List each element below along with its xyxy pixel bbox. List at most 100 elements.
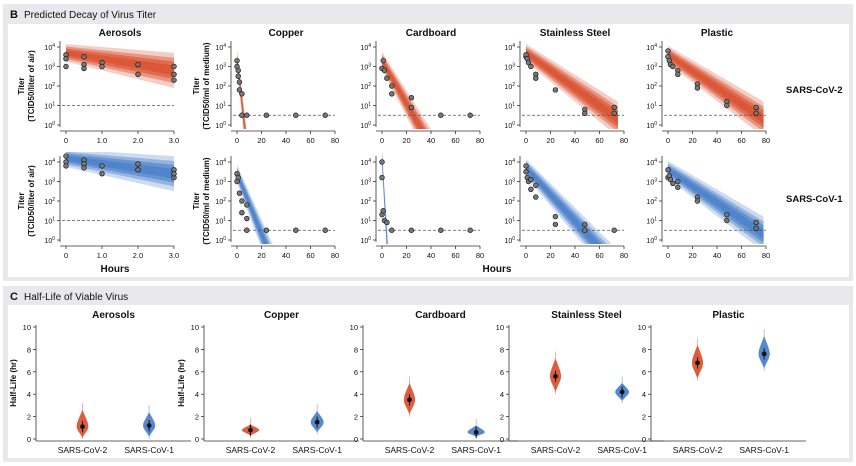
y-tick-exponent: 1 bbox=[512, 102, 515, 108]
y-axis-label: Titer bbox=[17, 77, 26, 94]
data-point bbox=[408, 104, 415, 111]
y-tick-label: 100 bbox=[44, 121, 55, 130]
data-point bbox=[81, 65, 87, 72]
panel-c-canvas bbox=[8, 305, 849, 458]
data-point bbox=[694, 198, 701, 204]
y-tick-label: 100 bbox=[360, 121, 371, 130]
y-tick-exponent: 1 bbox=[512, 217, 515, 223]
data-point bbox=[63, 153, 69, 159]
y-tick-exponent: 1 bbox=[223, 102, 226, 108]
y-tick-label: 102 bbox=[646, 197, 657, 206]
y-tick-label: 103 bbox=[360, 63, 371, 72]
y-tick-label: 103 bbox=[504, 178, 515, 187]
data-point bbox=[552, 213, 559, 220]
x-tick-label: 20 bbox=[546, 251, 554, 260]
y-tick-label: 4 bbox=[27, 390, 31, 399]
y-tick-label: 101 bbox=[360, 217, 371, 226]
x-tick-label: 80 bbox=[762, 136, 770, 145]
x-tick-label: 80 bbox=[620, 136, 628, 145]
y-tick-exponent: 2 bbox=[52, 82, 55, 88]
y-tick-exponent: 4 bbox=[223, 158, 226, 164]
y-tick-exponent: 2 bbox=[223, 82, 226, 88]
panel-b-title: Predicted Decay of Virus Titer bbox=[24, 10, 157, 21]
x-tick-label: 2.0 bbox=[133, 251, 143, 260]
y-tick-label: 10 bbox=[23, 323, 31, 332]
x-tick-label: 0 bbox=[380, 251, 384, 260]
y-tick-exponent: 3 bbox=[512, 178, 515, 184]
violin-title: Aerosols bbox=[92, 310, 135, 321]
y-tick-label: 10 bbox=[496, 323, 504, 332]
violin-median-point bbox=[695, 360, 700, 366]
y-tick-exponent: 2 bbox=[512, 197, 515, 203]
data-point bbox=[234, 57, 240, 64]
violin-title: Stainless Steel bbox=[551, 310, 622, 321]
x-tick-label: 60 bbox=[306, 251, 314, 260]
violin-median-point bbox=[761, 351, 767, 357]
data-point bbox=[135, 167, 141, 173]
violin-title: Plastic bbox=[712, 310, 745, 321]
violin-median-point bbox=[314, 419, 320, 425]
y-tick-label: 0 bbox=[500, 435, 504, 444]
column-title-aerosols: Aerosols bbox=[99, 28, 142, 39]
y-tick-exponent: 4 bbox=[368, 43, 371, 49]
x-tick-label: 40 bbox=[571, 251, 579, 260]
decay-band-layer bbox=[66, 155, 174, 179]
y-tick-label: 4 bbox=[354, 390, 358, 399]
x-tick-label: 0 bbox=[666, 136, 670, 145]
violin-plot-plastic: Plastic 0 2 4 6 8 10 SARS-CoV-2 SARS-CoV-1 bbox=[638, 310, 806, 455]
y-tick-label: 4 bbox=[195, 390, 199, 399]
data-point bbox=[611, 110, 617, 117]
violin-median-point bbox=[248, 427, 253, 433]
y-axis-label-unit: (TCID50/ml of medium) bbox=[202, 42, 211, 129]
category-label: SARS-CoV-2 bbox=[385, 445, 435, 455]
y-tick-exponent: 1 bbox=[654, 102, 657, 108]
data-point bbox=[171, 71, 177, 78]
x-tick-label: 60 bbox=[306, 136, 314, 145]
category-label: SARS-CoV-2 bbox=[58, 445, 108, 455]
y-tick-label: 2 bbox=[354, 413, 358, 422]
data-point bbox=[611, 104, 617, 111]
data-point bbox=[171, 77, 177, 83]
y-tick-label: 101 bbox=[44, 217, 55, 226]
data-point bbox=[753, 219, 759, 226]
data-point bbox=[753, 110, 759, 117]
data-point bbox=[244, 227, 250, 233]
y-tick-label: 10 bbox=[350, 323, 358, 332]
data-point bbox=[81, 54, 87, 60]
data-point bbox=[239, 91, 245, 97]
x-tick-label: 3.0 bbox=[169, 251, 179, 260]
data-point bbox=[667, 176, 674, 183]
y-tick-label: 103 bbox=[646, 178, 657, 187]
x-tick-label: 3.0 bbox=[169, 136, 179, 145]
data-point bbox=[135, 71, 141, 78]
x-tick-label: 60 bbox=[451, 251, 459, 260]
y-tick-label: 8 bbox=[500, 345, 504, 354]
decay-band-layer bbox=[668, 167, 764, 240]
decay-band bbox=[526, 44, 618, 129]
y-tick-exponent: 2 bbox=[368, 197, 371, 203]
x-tick-label: 20 bbox=[257, 251, 265, 260]
y-tick-label: 104 bbox=[360, 158, 371, 167]
decay-band-layer bbox=[382, 56, 426, 129]
y-tick-label: 2 bbox=[642, 413, 646, 422]
x-tick-label: 0 bbox=[524, 251, 528, 260]
data-point bbox=[63, 163, 69, 169]
data-point bbox=[236, 87, 243, 93]
y-tick-label: 8 bbox=[195, 345, 199, 354]
data-point bbox=[753, 104, 759, 111]
decay-band-layer bbox=[237, 164, 273, 244]
y-tick-exponent: 3 bbox=[368, 178, 371, 184]
y-tick-label: 2 bbox=[500, 413, 504, 422]
x-tick-label: 40 bbox=[282, 136, 290, 145]
y-tick-exponent: 1 bbox=[52, 102, 55, 108]
x-tick-label: 40 bbox=[427, 251, 435, 260]
decay-band bbox=[668, 46, 764, 129]
x-tick-label: 40 bbox=[282, 251, 290, 260]
data-point bbox=[467, 227, 473, 233]
category-label: SARS-CoV-2 bbox=[531, 445, 581, 455]
decay-band-layer bbox=[382, 54, 428, 129]
x-tick-label: 40 bbox=[571, 136, 579, 145]
